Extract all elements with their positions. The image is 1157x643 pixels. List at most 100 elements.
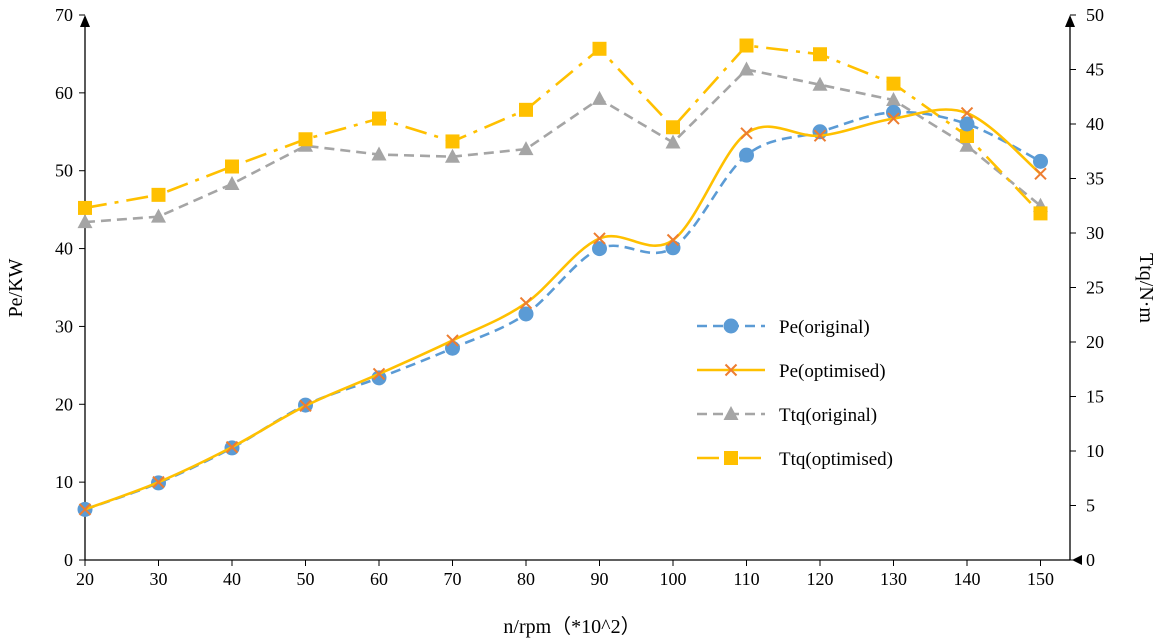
data-point-pe-optimised	[813, 129, 827, 142]
data-point-ttq-optimised	[886, 76, 901, 91]
data-point-pe-optimised	[740, 127, 753, 140]
series-line-ttq-optimised	[84, 44, 1042, 215]
left-tick-label: 0	[64, 550, 73, 570]
data-point-pe-optimised	[593, 232, 606, 245]
legend-label: Ttq(optimised)	[779, 449, 893, 470]
right-tick-label: 35	[1086, 169, 1104, 189]
right-tick-label: 15	[1086, 387, 1104, 407]
x-tick-label: 60	[370, 569, 388, 589]
x-marker-stroke	[887, 112, 900, 125]
x-marker-stroke	[152, 475, 165, 489]
x-tick-label: 120	[807, 569, 834, 589]
data-point-pe-original	[959, 116, 975, 132]
data-point-ttq-original	[592, 90, 607, 105]
data-point-pe-original	[592, 241, 607, 257]
legend-item-ttq-original: Ttq(original)	[697, 405, 877, 426]
data-point-pe-optimised	[519, 296, 533, 310]
data-point-pe-original	[518, 306, 534, 322]
legend-item-pe-original: Pe(original)	[697, 317, 870, 338]
right-tick-label: 0	[1086, 550, 1095, 570]
x-tick-label: 30	[150, 569, 168, 589]
right-tick-label: 20	[1086, 332, 1104, 352]
data-point-ttq-original	[959, 137, 975, 152]
x-tick-label: 90	[591, 569, 609, 589]
x-tick-label: 140	[954, 569, 981, 589]
data-point-ttq-optimised	[739, 38, 754, 53]
data-point-ttq-optimised	[666, 120, 680, 135]
series-ttq-optimised	[78, 38, 1048, 221]
data-point-ttq-original	[518, 141, 534, 156]
left-tick-label: 60	[55, 83, 73, 103]
legend-label: Ttq(original)	[779, 405, 877, 426]
x-marker-stroke	[519, 296, 533, 310]
data-point-pe-optimised	[887, 112, 900, 125]
x-marker-stroke	[299, 399, 312, 413]
x-tick-label: 40	[223, 569, 241, 589]
data-point-pe-optimised	[372, 367, 386, 381]
data-point-pe-optimised	[152, 475, 165, 489]
left-axis-arrow	[80, 15, 90, 27]
left-axis-title: Pe/KW	[5, 258, 27, 317]
data-point-pe-optimised	[446, 334, 459, 347]
right-tick-label: 25	[1086, 278, 1104, 298]
data-point-ttq-original	[812, 76, 828, 91]
data-point-ttq-original	[224, 175, 240, 190]
data-point-ttq-original	[886, 92, 901, 107]
legend-marker	[723, 318, 739, 334]
data-point-ttq-optimised	[445, 134, 460, 149]
data-point-ttq-optimised	[298, 132, 313, 147]
right-tick-label: 30	[1086, 223, 1104, 243]
left-tick-label: 40	[55, 239, 73, 259]
x-axis-arrow	[1072, 555, 1082, 565]
data-point-ttq-original	[665, 134, 681, 149]
data-point-ttq-optimised	[78, 200, 92, 215]
right-axis-title: Ttq/N·m	[1135, 253, 1157, 323]
x-marker-stroke	[593, 232, 606, 245]
right-tick-label: 10	[1086, 441, 1104, 461]
x-marker-stroke	[1034, 167, 1047, 181]
data-point-pe-original	[1033, 153, 1048, 169]
legend: Pe(original) Pe(optimised) Ttq(original) Tt…	[697, 317, 893, 470]
series-line-pe-optimised	[84, 108, 1042, 511]
x-marker-stroke	[960, 106, 974, 120]
data-point-pe-optimised	[666, 233, 680, 247]
data-point-ttq-original	[739, 61, 754, 76]
data-point-ttq-original	[77, 214, 93, 229]
data-point-pe-optimised	[299, 399, 312, 413]
x-marker-stroke	[446, 334, 459, 347]
series-line-pe-original	[84, 110, 1042, 511]
x-axis-title: n/rpm（*10^2）	[503, 615, 640, 638]
x-marker-stroke	[666, 233, 680, 247]
left-tick-label: 10	[55, 472, 73, 492]
legend-item-ttq-optimised: Ttq(optimised)	[697, 449, 893, 470]
data-point-ttq-optimised	[960, 128, 974, 143]
data-point-ttq-optimised	[372, 111, 386, 126]
x-tick-label: 20	[76, 569, 94, 589]
left-tick-label: 50	[55, 161, 73, 181]
x-marker-stroke	[813, 129, 827, 142]
x-tick-label: 70	[444, 569, 462, 589]
left-tick-label: 30	[55, 316, 73, 336]
left-tick-label: 20	[55, 394, 73, 414]
legend-label: Pe(original)	[779, 317, 870, 338]
data-point-ttq-original	[445, 148, 460, 163]
x-tick-label: 50	[297, 569, 315, 589]
right-tick-label: 50	[1086, 5, 1104, 25]
legend-marker	[724, 451, 738, 465]
right-tick-label: 5	[1086, 496, 1095, 516]
legend-marker	[723, 406, 739, 420]
x-marker-stroke	[225, 440, 239, 454]
data-point-pe-optimised	[225, 440, 239, 454]
series-line-ttq-original	[84, 68, 1042, 224]
x-marker-stroke	[78, 503, 92, 516]
series-pe-original	[77, 104, 1048, 517]
data-point-ttq-original	[151, 208, 166, 223]
x-marker-stroke	[724, 363, 738, 377]
x-tick-label: 110	[733, 569, 759, 589]
legend-marker	[724, 363, 738, 377]
right-axis-arrow	[1065, 15, 1075, 27]
data-point-ttq-optimised	[519, 102, 533, 117]
data-point-pe-original	[739, 147, 754, 163]
x-tick-label: 100	[660, 569, 687, 589]
legend-label: Pe(optimised)	[779, 361, 886, 382]
